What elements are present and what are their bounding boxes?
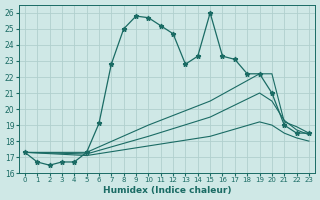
- X-axis label: Humidex (Indice chaleur): Humidex (Indice chaleur): [103, 186, 231, 195]
